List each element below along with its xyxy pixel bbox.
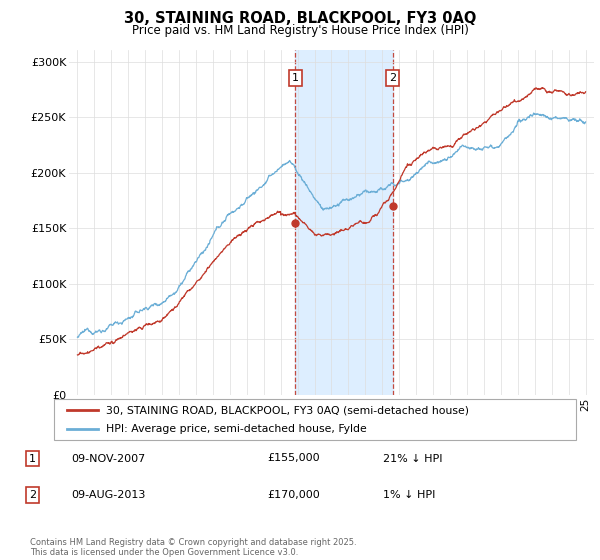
- Text: 09-NOV-2007: 09-NOV-2007: [71, 454, 145, 464]
- Text: HPI: Average price, semi-detached house, Fylde: HPI: Average price, semi-detached house,…: [106, 424, 367, 433]
- Text: 2: 2: [29, 490, 36, 500]
- Text: £155,000: £155,000: [267, 454, 320, 464]
- Text: 21% ↓ HPI: 21% ↓ HPI: [383, 454, 442, 464]
- Bar: [295, 50, 392, 395]
- Text: 1: 1: [292, 73, 299, 83]
- Text: 09-AUG-2013: 09-AUG-2013: [71, 490, 145, 500]
- Text: 30, STAINING ROAD, BLACKPOOL, FY3 0AQ: 30, STAINING ROAD, BLACKPOOL, FY3 0AQ: [124, 11, 476, 26]
- Text: 2: 2: [389, 73, 396, 83]
- Text: Contains HM Land Registry data © Crown copyright and database right 2025.
This d: Contains HM Land Registry data © Crown c…: [30, 538, 356, 557]
- Text: 30, STAINING ROAD, BLACKPOOL, FY3 0AQ (semi-detached house): 30, STAINING ROAD, BLACKPOOL, FY3 0AQ (s…: [106, 405, 469, 415]
- Text: £170,000: £170,000: [267, 490, 320, 500]
- FancyBboxPatch shape: [54, 399, 576, 440]
- Text: 1% ↓ HPI: 1% ↓ HPI: [383, 490, 435, 500]
- Text: 1: 1: [29, 454, 36, 464]
- Text: Price paid vs. HM Land Registry's House Price Index (HPI): Price paid vs. HM Land Registry's House …: [131, 24, 469, 37]
